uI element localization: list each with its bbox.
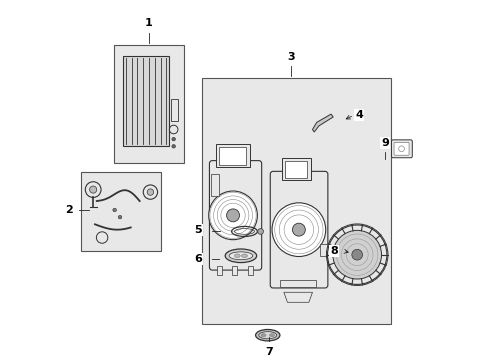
- Ellipse shape: [241, 254, 247, 257]
- Bar: [171, 99, 177, 121]
- Text: 1: 1: [145, 18, 153, 27]
- Text: 7: 7: [264, 347, 272, 357]
- Circle shape: [171, 138, 175, 141]
- Circle shape: [292, 223, 305, 236]
- Bar: [122, 56, 169, 145]
- Ellipse shape: [269, 334, 274, 337]
- Bar: [282, 158, 310, 180]
- Circle shape: [226, 209, 239, 222]
- Ellipse shape: [261, 334, 265, 337]
- FancyBboxPatch shape: [209, 161, 261, 270]
- Circle shape: [113, 208, 116, 212]
- Text: 5: 5: [194, 225, 202, 235]
- Bar: [319, 244, 328, 256]
- Bar: [247, 266, 252, 275]
- FancyBboxPatch shape: [393, 142, 408, 155]
- Circle shape: [332, 230, 381, 279]
- Circle shape: [327, 225, 386, 284]
- Ellipse shape: [258, 332, 276, 339]
- Polygon shape: [283, 292, 312, 302]
- Text: 9: 9: [380, 138, 388, 148]
- Polygon shape: [312, 114, 332, 132]
- Bar: [231, 266, 236, 275]
- Circle shape: [118, 215, 122, 219]
- Circle shape: [208, 191, 257, 240]
- Circle shape: [257, 229, 263, 234]
- Text: 6: 6: [194, 254, 202, 264]
- FancyBboxPatch shape: [391, 140, 411, 158]
- Bar: [284, 161, 306, 178]
- Text: 4: 4: [355, 110, 363, 120]
- Text: 3: 3: [286, 51, 294, 62]
- Bar: [280, 280, 315, 287]
- Ellipse shape: [224, 249, 256, 262]
- Bar: [81, 172, 161, 251]
- Circle shape: [147, 189, 153, 195]
- Bar: [217, 266, 222, 275]
- Ellipse shape: [255, 329, 279, 341]
- Circle shape: [271, 203, 325, 256]
- FancyBboxPatch shape: [270, 171, 327, 288]
- Bar: [218, 147, 245, 165]
- Bar: [210, 174, 219, 196]
- Circle shape: [89, 186, 97, 193]
- Text: 2: 2: [65, 205, 73, 215]
- Ellipse shape: [229, 252, 252, 260]
- Text: 8: 8: [330, 246, 338, 256]
- Circle shape: [171, 144, 175, 148]
- Bar: [215, 144, 249, 167]
- Bar: [114, 45, 183, 163]
- Bar: [201, 78, 390, 324]
- Circle shape: [351, 249, 362, 260]
- Ellipse shape: [234, 254, 240, 257]
